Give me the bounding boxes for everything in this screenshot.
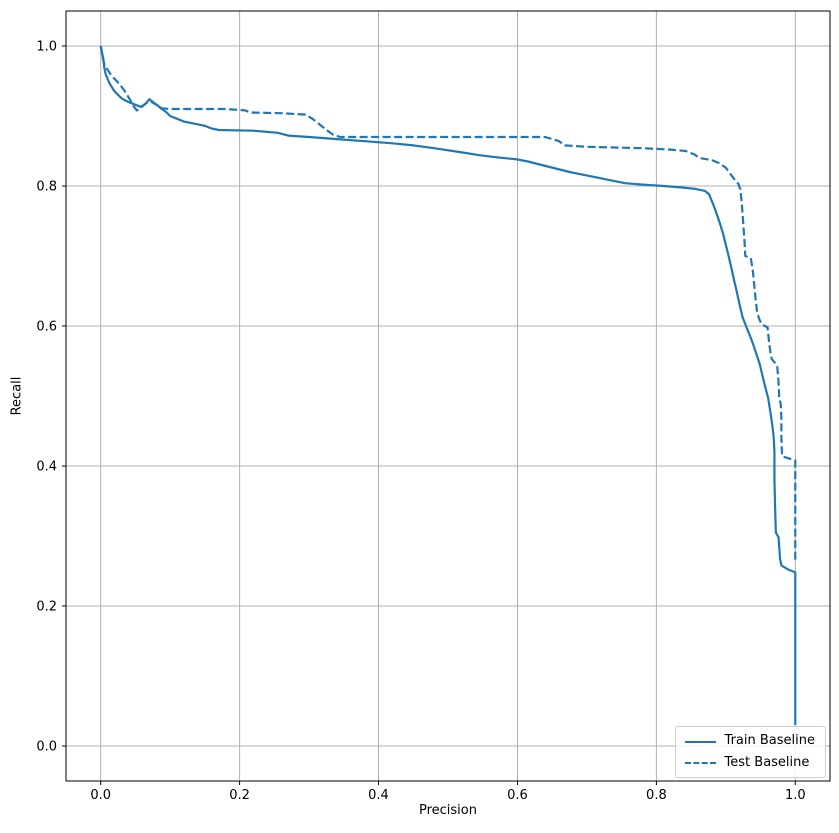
legend-entry-train-baseline: Train Baseline (684, 733, 815, 749)
test-baseline-line (99, 45, 797, 563)
legend-entry-test-baseline: Test Baseline (684, 754, 815, 770)
legend-label-test-baseline: Test Baseline (724, 754, 810, 770)
axes-border (65, 10, 831, 782)
x-tick-label: 0.8 (646, 788, 667, 803)
train-baseline-line (99, 45, 797, 725)
solid-line-sample-icon (684, 740, 716, 743)
legend-label-train-baseline: Train Baseline (724, 733, 815, 749)
dashed-line-sample-icon (684, 761, 716, 764)
x-tick-label: 0.2 (229, 788, 250, 803)
legend: Train Baseline Test Baseline (674, 726, 826, 778)
x-tick-label: 0.4 (368, 788, 389, 803)
x-tick-label: 1.0 (785, 788, 806, 803)
y-axis-label: Recall (9, 376, 25, 416)
y-tick-label: 1.0 (36, 40, 57, 55)
y-tick-label: 0.0 (36, 740, 57, 755)
x-axis-label: Precision (418, 803, 477, 818)
x-tick-label: 0.0 (90, 788, 111, 803)
x-tick-label: 0.6 (507, 788, 528, 803)
y-tick-label: 0.2 (36, 600, 57, 615)
y-tick-label: 0.8 (36, 180, 57, 195)
y-tick-label: 0.6 (36, 320, 57, 335)
y-tick-label: 0.4 (36, 460, 57, 475)
